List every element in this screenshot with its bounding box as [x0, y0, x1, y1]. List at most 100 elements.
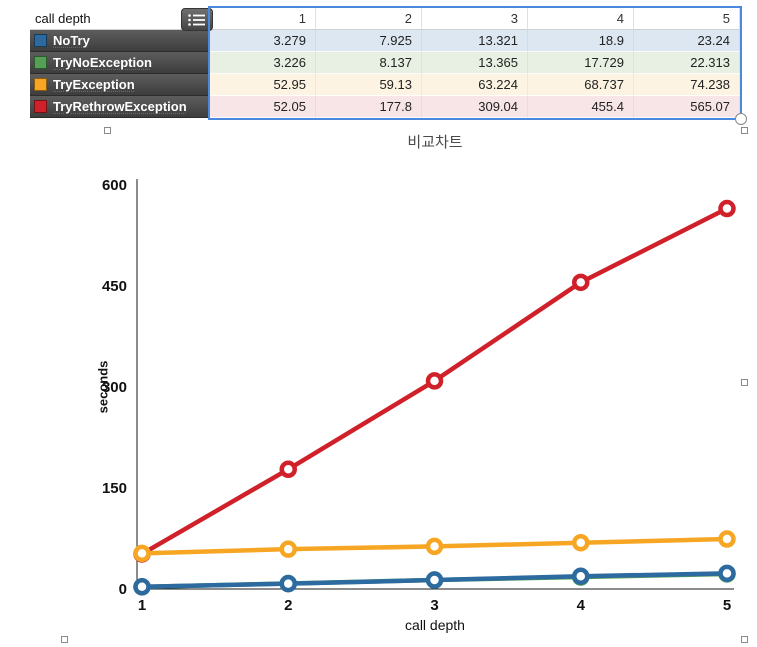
table-cell[interactable]: 3.226	[210, 52, 316, 74]
data-point-NoTry[interactable]	[572, 567, 590, 586]
x-tick-label: 4	[577, 597, 586, 614]
cell-value: 8.137	[379, 55, 412, 70]
y-tick-label: 0	[119, 581, 127, 598]
cell-value: 18.9	[598, 33, 624, 48]
list-icon	[188, 13, 205, 26]
cell-value: 17.729	[584, 55, 624, 70]
data-point-TryException[interactable]	[279, 540, 297, 558]
cell-value: 3.226	[273, 55, 306, 70]
column-header-label: 3	[510, 11, 518, 26]
column-header-label: 5	[722, 11, 730, 26]
table-cell[interactable]: 177.8	[316, 96, 422, 118]
table-cell[interactable]: 74.238	[634, 74, 740, 96]
cell-value: 52.05	[273, 99, 306, 114]
data-point-NoTry[interactable]	[279, 574, 297, 593]
x-tick-label: 3	[430, 597, 438, 614]
table-cell[interactable]: 23.24	[634, 30, 740, 52]
cell-value: 13.365	[478, 55, 518, 70]
series-color-swatch	[34, 34, 47, 47]
cell-value: 177.8	[379, 99, 412, 114]
chart-resize-handle-top-left[interactable]	[104, 127, 111, 134]
table-cell[interactable]: 13.321	[422, 30, 528, 52]
column-header[interactable]: 5	[634, 8, 740, 30]
x-axis-title: call depth	[405, 617, 465, 633]
data-point-TryException[interactable]	[718, 530, 736, 548]
column-header[interactable]: 3	[422, 8, 528, 30]
cell-value: 68.737	[584, 77, 624, 92]
corner-cell[interactable]: call depth	[30, 8, 213, 31]
data-table: call depth 1 2 3 4 5 NoTry 3.279 7.925 13.321 18.9…	[30, 8, 740, 118]
data-point-TryException[interactable]	[425, 537, 444, 556]
row-header-label: TryNoException	[53, 55, 152, 70]
y-tick-label: 150	[102, 480, 127, 497]
column-header[interactable]: 4	[528, 8, 634, 30]
series-color-swatch	[34, 56, 47, 69]
row-header[interactable]: TryNoException	[30, 52, 210, 74]
table-cell[interactable]: 68.737	[528, 74, 634, 96]
chart-title: 비교차트	[407, 134, 463, 151]
table-cell[interactable]: 17.729	[528, 52, 634, 74]
cell-value: 63.224	[478, 77, 518, 92]
table-cell[interactable]: 18.9	[528, 30, 634, 52]
cell-value: 22.313	[690, 55, 730, 70]
cell-value: 74.238	[690, 77, 730, 92]
cell-value: 7.925	[379, 33, 412, 48]
selection-resize-handle[interactable]	[735, 113, 747, 125]
cell-value: 13.321	[478, 33, 518, 48]
table-cell[interactable]: 7.925	[316, 30, 422, 52]
y-tick-label: 450	[102, 278, 127, 295]
cell-value: 59.13	[379, 77, 412, 92]
chart-resize-handle-bottom-left[interactable]	[61, 636, 68, 643]
data-point-TryRethrowException[interactable]	[279, 460, 297, 479]
table-cell[interactable]: 309.04	[422, 96, 528, 118]
x-tick-label: 5	[723, 597, 731, 614]
chart-resize-handle-bottom-right[interactable]	[741, 636, 748, 643]
series-color-swatch	[34, 78, 47, 91]
cell-value: 52.95	[273, 77, 306, 92]
table-cell[interactable]: 22.313	[634, 52, 740, 74]
column-header-label: 1	[298, 11, 306, 26]
row-header-label: TryException	[53, 77, 135, 92]
data-point-NoTry[interactable]	[133, 578, 151, 596]
table-corner-label: call depth	[35, 11, 91, 26]
cell-value: 309.04	[478, 99, 518, 114]
column-header-label: 2	[404, 11, 412, 26]
table-cell[interactable]: 13.365	[422, 52, 528, 74]
table-cell[interactable]: 52.95	[210, 74, 316, 96]
data-point-TryRethrowException[interactable]	[425, 372, 444, 390]
data-point-TryException[interactable]	[133, 544, 151, 563]
chart-resize-handle-mid-right[interactable]	[741, 379, 748, 386]
table-cell[interactable]: 565.07	[634, 96, 740, 118]
y-tick-label: 300	[102, 379, 127, 396]
cell-value: 3.279	[273, 33, 306, 48]
y-axis-title: seconds	[95, 360, 111, 414]
chart-resize-handle-top-right[interactable]	[741, 127, 748, 134]
table-cell[interactable]: 455.4	[528, 96, 634, 118]
cell-value: 565.07	[690, 99, 730, 114]
data-point-NoTry[interactable]	[718, 564, 736, 583]
column-header[interactable]: 2	[316, 8, 422, 30]
table-cell[interactable]: 52.05	[210, 96, 316, 118]
row-header-label: NoTry	[53, 33, 90, 48]
row-header-label: TryRethrowException	[53, 99, 187, 114]
data-point-TryRethrowException[interactable]	[718, 199, 736, 218]
table-cell[interactable]: 3.279	[210, 30, 316, 52]
column-header-label: 4	[616, 11, 624, 26]
row-header[interactable]: TryException	[30, 74, 210, 96]
y-tick-label: 600	[102, 177, 127, 194]
table-cell[interactable]: 59.13	[316, 74, 422, 96]
data-point-TryRethrowException[interactable]	[572, 273, 590, 292]
cell-value: 23.24	[697, 33, 730, 48]
data-point-NoTry[interactable]	[425, 571, 444, 589]
cell-value: 455.4	[591, 99, 624, 114]
data-point-TryException[interactable]	[572, 533, 590, 552]
row-header[interactable]: NoTry	[30, 30, 210, 52]
row-header[interactable]: TryRethrowException	[30, 96, 210, 118]
column-header[interactable]: 1	[210, 8, 316, 30]
x-tick-label: 2	[284, 597, 292, 614]
table-options-button[interactable]	[181, 8, 213, 31]
table-cell[interactable]: 63.224	[422, 74, 528, 96]
table-cell[interactable]: 8.137	[316, 52, 422, 74]
